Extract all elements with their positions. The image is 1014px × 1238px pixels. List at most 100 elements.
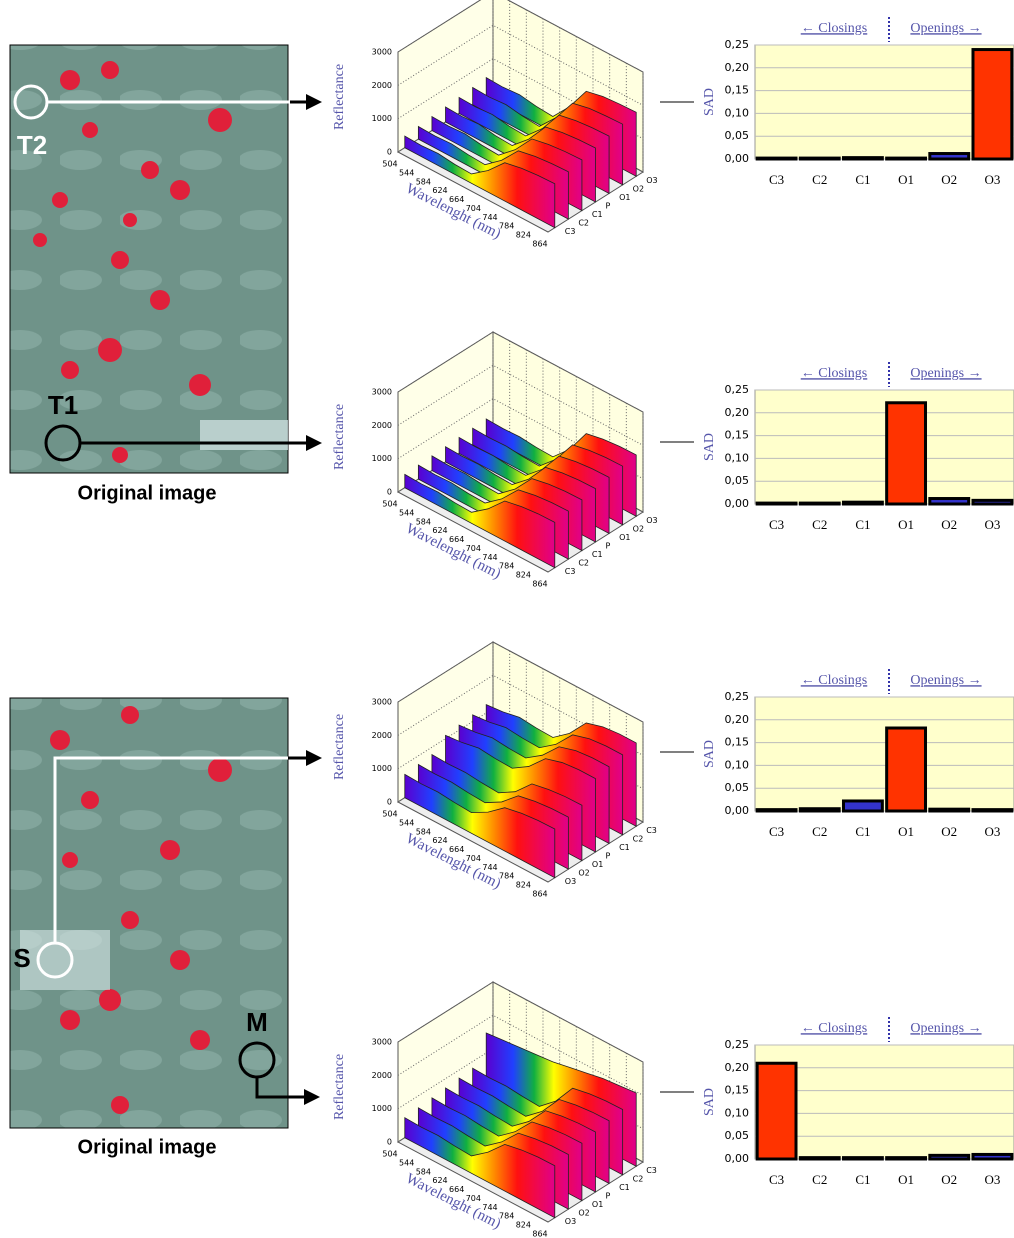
bar — [757, 1063, 796, 1159]
y-axis-label: SAD — [702, 1088, 717, 1116]
series-label: O3 — [646, 176, 657, 185]
image-caption: Original image — [78, 482, 217, 504]
x-tick-label: 544 — [399, 168, 414, 177]
y-axis-label: SAD — [702, 88, 717, 116]
y-tick-label: 3000 — [372, 388, 392, 397]
y-tick-label: 0,25 — [725, 38, 750, 51]
bar — [930, 1155, 969, 1159]
x-tick-label: 544 — [399, 818, 414, 827]
x-tick-label: 824 — [516, 571, 531, 580]
annotation: ← Closings — [801, 1021, 868, 1036]
y-tick-label: 0,05 — [725, 781, 750, 794]
x-tick-label: 544 — [399, 508, 414, 517]
series-label: O1 — [592, 1200, 603, 1209]
series-label: C3 — [565, 567, 576, 576]
bar — [887, 158, 926, 159]
image-caption: Original image — [78, 1136, 217, 1158]
image-panel: T2 T1 Original image — [10, 45, 322, 504]
series-label: C1 — [592, 550, 603, 559]
series-label: P — [606, 852, 611, 861]
series-label: O3 — [565, 877, 576, 886]
x-tick-label: O1 — [898, 172, 914, 187]
x-tick-label: O3 — [984, 1172, 1000, 1187]
y-axis-label: Reflectance — [332, 1054, 347, 1120]
arrow-head — [304, 1089, 320, 1105]
y-tick-label: 3000 — [372, 1038, 392, 1047]
y-tick-label: 0,00 — [725, 152, 750, 165]
page: T2 T1 Original image S M Original image … — [0, 0, 1014, 1238]
y-tick-label: 0 — [387, 488, 392, 497]
y-tick-label: 2000 — [372, 421, 392, 430]
y-tick-label: 0,10 — [725, 758, 750, 771]
annotation: ← Closings — [801, 673, 868, 688]
y-tick-label: 0 — [387, 148, 392, 157]
series-label: C1 — [619, 843, 630, 852]
bar — [800, 809, 839, 811]
x-tick-label: C2 — [812, 1172, 827, 1187]
target-label: T2 — [17, 130, 47, 160]
bar — [930, 154, 969, 159]
target-label: S — [13, 943, 30, 973]
annotation: ← Closings — [801, 21, 868, 36]
y-tick-label: 0,10 — [725, 106, 750, 119]
y-tick-label: 0 — [387, 798, 392, 807]
x-tick-label: 504 — [382, 1150, 397, 1159]
bar — [843, 1158, 882, 1159]
x-tick-label: 824 — [516, 1221, 531, 1230]
x-tick-label: 544 — [399, 1158, 414, 1167]
arrow-head — [306, 94, 322, 110]
annotation: Openings → — [910, 673, 981, 688]
satellite-image — [10, 698, 288, 1128]
series-label: C1 — [592, 210, 603, 219]
x-tick-label: 504 — [382, 160, 397, 169]
x-tick-label: 824 — [516, 881, 531, 890]
x-tick-label: 504 — [382, 810, 397, 819]
series-label: P — [606, 1192, 611, 1201]
x-tick-label: C3 — [769, 1172, 784, 1187]
bar — [887, 728, 926, 811]
x-tick-label: 864 — [532, 1230, 547, 1238]
x-tick-label: C3 — [769, 172, 784, 187]
y-axis-label: Reflectance — [332, 714, 347, 780]
x-tick-label: C1 — [855, 517, 870, 532]
series-label: C2 — [633, 834, 644, 843]
series-label: C3 — [646, 826, 657, 835]
bar — [757, 503, 796, 504]
series-label: C3 — [565, 227, 576, 236]
x-tick-label: C2 — [812, 517, 827, 532]
y-tick-label: 1000 — [372, 1104, 392, 1113]
series-label: O1 — [619, 193, 630, 202]
bright-patch — [20, 930, 110, 990]
bar — [930, 809, 969, 811]
y-tick-label: 0,15 — [725, 736, 750, 749]
x-tick-label: 824 — [516, 231, 531, 240]
y-tick-label: 2000 — [372, 731, 392, 740]
y-axis-label: Reflectance — [332, 404, 347, 470]
bright-patch — [200, 420, 288, 450]
bar — [757, 810, 796, 811]
x-tick-label: C2 — [812, 824, 827, 839]
y-tick-label: 3000 — [372, 698, 392, 707]
bar — [800, 503, 839, 504]
y-tick-label: 0,00 — [725, 804, 750, 817]
x-tick-label: O2 — [941, 824, 957, 839]
x-tick-label: 864 — [532, 580, 547, 589]
series-label: C1 — [619, 1183, 630, 1192]
series-label: C2 — [578, 559, 589, 568]
y-tick-label: 0,20 — [725, 1061, 750, 1074]
x-tick-label: C1 — [855, 1172, 870, 1187]
target-label: M — [246, 1007, 268, 1037]
bar — [800, 1158, 839, 1159]
x-tick-label: O1 — [898, 824, 914, 839]
x-tick-label: O2 — [941, 517, 957, 532]
image-panel: S M Original image — [10, 698, 322, 1158]
series-label: O1 — [619, 533, 630, 542]
y-tick-label: 0,05 — [725, 1129, 750, 1142]
bar — [930, 499, 969, 504]
y-axis-label: Reflectance — [332, 64, 347, 130]
x-tick-label: C3 — [769, 824, 784, 839]
x-tick-label: 864 — [532, 890, 547, 899]
annotation: Openings → — [910, 1021, 981, 1036]
x-tick-label: O2 — [941, 172, 957, 187]
bar — [887, 403, 926, 504]
